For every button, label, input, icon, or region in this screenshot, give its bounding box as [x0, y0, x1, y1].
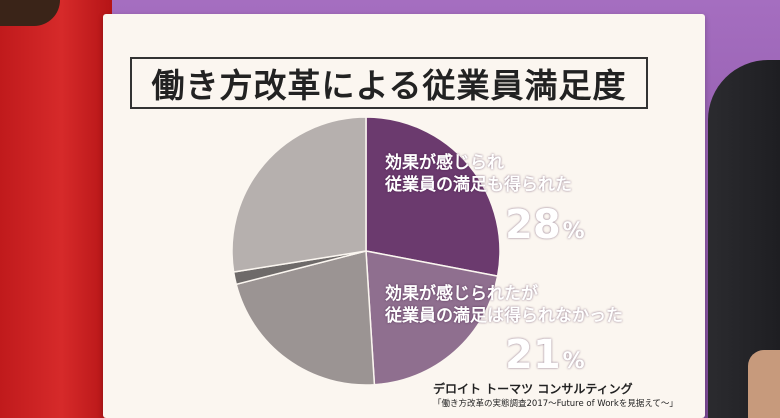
presenter-left — [0, 0, 112, 418]
slice-value-2-unit: % — [562, 349, 585, 374]
slice-label-2-line-1: 効果が感じられたが — [385, 284, 538, 304]
title-box: 働き方改革による従業員満足度 — [130, 57, 648, 109]
slice-value-2: 21% — [505, 332, 585, 378]
source-org: デロイト トーマツ コンサルティング — [433, 382, 633, 396]
pie-slice-1 — [365, 116, 501, 277]
slice-value-2-number: 21 — [505, 332, 561, 378]
slice-value-1-number: 28 — [505, 202, 561, 248]
pie-slice-3 — [235, 250, 376, 386]
chart-title: 働き方改革による従業員満足度 — [151, 66, 627, 105]
slice-label-2: 効果が感じられたが 従業員の満足は得られなかった — [385, 283, 623, 327]
slice-label-1-line-2: 従業員の満足も得られた — [385, 175, 572, 195]
slice-label-1-line-1: 効果が感じられ — [385, 153, 504, 173]
slice-label-1: 効果が感じられ 従業員の満足も得られた — [385, 152, 572, 196]
source-report: 「働き方改革の実態調査2017～Future of Workを見据えて～」 — [433, 399, 678, 409]
pie-slice-5 — [231, 116, 367, 273]
source-note: デロイト トーマツ コンサルティング 「働き方改革の実態調査2017～Futur… — [433, 380, 678, 409]
slice-label-2-line-2: 従業員の満足は得られなかった — [385, 306, 623, 326]
pie-slice-2 — [365, 250, 499, 386]
slice-value-1: 28% — [505, 202, 585, 248]
slice-value-1-unit: % — [562, 219, 585, 244]
presenter-right-hand — [748, 350, 780, 418]
